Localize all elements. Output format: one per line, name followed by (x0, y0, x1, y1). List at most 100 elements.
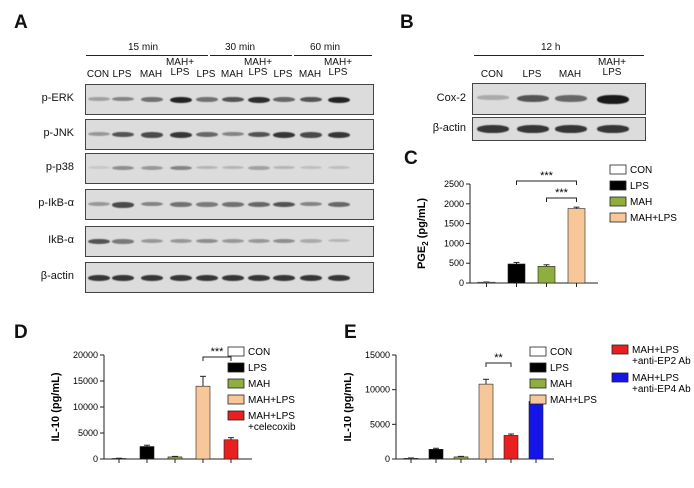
blot-band (196, 274, 218, 281)
lane-label: MAH+ LPS (165, 57, 195, 78)
time-group-12h: 12 h (541, 42, 561, 53)
blot-band (222, 274, 244, 281)
time-group-line (210, 55, 292, 56)
time-group-30min: 30 min (225, 42, 256, 53)
bar (528, 401, 544, 460)
legend-label: MAH (630, 197, 652, 208)
bar (507, 263, 526, 284)
bar (139, 446, 155, 460)
legend-swatch (227, 394, 245, 405)
blot-band (328, 238, 350, 243)
blot-band (597, 125, 629, 134)
blot-band (170, 201, 192, 207)
significance-label: *** (540, 170, 554, 182)
blot-strip (85, 262, 374, 293)
lane-label: MAH (298, 69, 322, 80)
blot-row-label: IkB-α (48, 234, 74, 246)
legend-label: LPS (630, 181, 649, 192)
legend-label: +anti-EP4 Ab (632, 384, 691, 395)
time-group-line (474, 55, 644, 56)
blot-band (141, 238, 163, 243)
legend-swatch (529, 346, 547, 357)
time-group-line (86, 55, 208, 56)
blot-band (300, 238, 322, 243)
legend-label: MAH+LPS (248, 411, 295, 422)
blot-band (196, 201, 218, 207)
blot-strip (85, 226, 374, 257)
blot-strip (472, 83, 646, 115)
blot-band (328, 96, 350, 104)
significance-label: *** (211, 346, 225, 358)
significance-bracket (546, 197, 577, 202)
blot-band (222, 96, 244, 103)
blot-row-label: p-p38 (45, 161, 74, 173)
legend-label: MAH+LPS (632, 345, 679, 356)
blot-row-label: p-ERK (41, 92, 74, 104)
blot-band (248, 201, 270, 207)
blot-band (88, 238, 110, 245)
blot-band (88, 96, 110, 101)
blot-band (112, 238, 134, 244)
legend-label: MAH+LPS (630, 213, 677, 224)
time-group-60min: 60 min (310, 42, 341, 53)
blot-band (248, 96, 270, 104)
bar (453, 456, 469, 460)
blot-band (273, 131, 295, 138)
blot-band (112, 274, 134, 281)
panel-c-chart: 0 500 1000 1500 2000 2500 PGE2 (pg/mL) ****** CO… (416, 164, 677, 288)
blot-band (141, 96, 163, 102)
blot-band (196, 131, 218, 137)
lane-label: CON (86, 69, 110, 80)
blot-band (112, 96, 134, 102)
y-tick-label: 10000 (73, 402, 98, 412)
y-axis-label: IL-10 (pg/mL) (344, 372, 354, 441)
y-tick-label: 0 (385, 454, 390, 464)
y-tick-label: 0 (459, 278, 464, 288)
legend-swatch (529, 394, 547, 405)
blot-band (222, 131, 244, 137)
blot-band (196, 96, 218, 102)
blot-band (170, 274, 192, 281)
blot-band (273, 274, 295, 281)
panel-d-chart: 0 5000 10000 15000 20000 IL-10 (pg/mL) *** CON L… (50, 346, 296, 464)
bar (223, 439, 239, 460)
blot-band (328, 131, 350, 138)
y-tick-label: 2000 (444, 199, 464, 209)
blot-band (300, 131, 322, 138)
blot-band (88, 201, 110, 206)
panel-e-chart: 0 5000 10000 15000 IL-10 (pg/mL) ** CON LPS MAH M… (344, 344, 691, 464)
blot-band (88, 165, 110, 169)
blot-band (328, 274, 350, 281)
panel-a-label: A (14, 12, 28, 33)
blot-strip (85, 189, 374, 220)
time-group-15min: 15 min (128, 42, 159, 53)
blot-band (112, 165, 134, 171)
y-tick-label: 1000 (444, 238, 464, 248)
blot-band (517, 125, 549, 134)
blot-band (196, 238, 218, 244)
blot-band (141, 131, 163, 138)
lane-label: MAH (220, 69, 244, 80)
significance-label: ** (494, 352, 503, 364)
bar (503, 435, 519, 460)
blot-band (517, 95, 549, 103)
blot-band (477, 95, 509, 100)
y-tick-label: 15000 (73, 376, 98, 386)
legend-swatch (609, 212, 627, 223)
bar (195, 385, 211, 460)
blot-band (170, 131, 192, 138)
y-tick-label: 10000 (365, 385, 390, 395)
blot-band (248, 165, 270, 170)
blot-band (273, 201, 295, 208)
legend-swatch (227, 410, 245, 421)
blot-strip (472, 117, 646, 141)
lane-label: CON (480, 69, 504, 80)
blot-row-label: p-JNK (43, 127, 74, 139)
lane-label: LPS (112, 69, 132, 80)
legend-label: MAH (550, 379, 572, 390)
blot-band (555, 125, 587, 134)
legend-swatch (609, 180, 627, 191)
significance-bracket (485, 362, 512, 367)
blot-band (141, 274, 163, 281)
lane-label: MAH+ LPS (243, 57, 273, 78)
